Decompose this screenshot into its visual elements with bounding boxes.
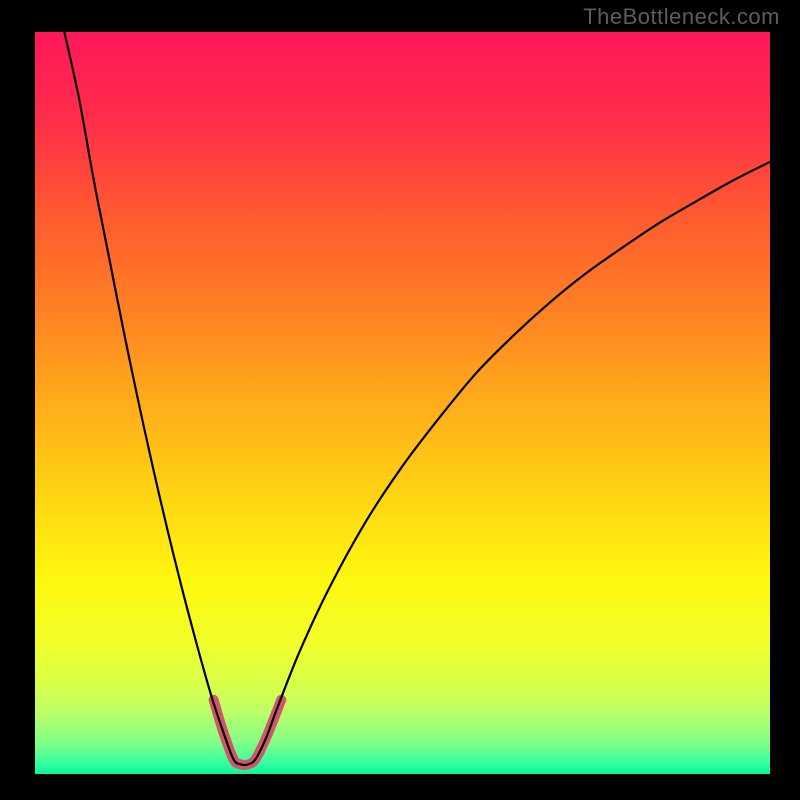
chart-root: TheBottleneck.com	[0, 0, 800, 800]
plot-area	[35, 32, 770, 774]
bottleneck-chart	[35, 32, 770, 774]
gradient-background	[35, 32, 770, 774]
watermark-text: TheBottleneck.com	[583, 4, 780, 30]
